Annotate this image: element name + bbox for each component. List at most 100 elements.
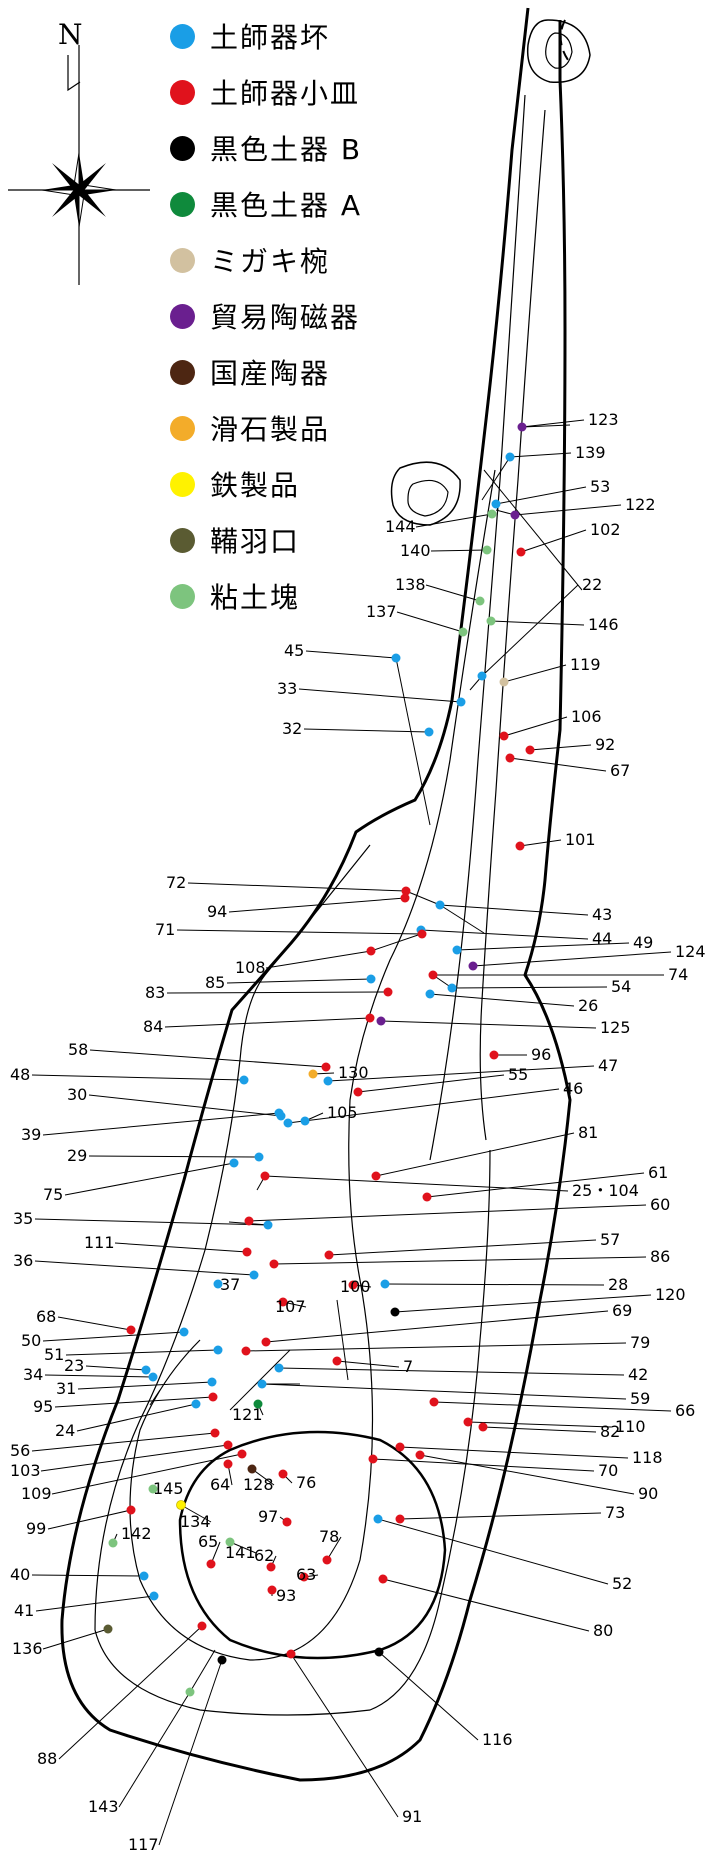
leader-line (118, 1691, 191, 1808)
find-dot-nendokai (225, 1537, 235, 1547)
leader-line (415, 513, 493, 528)
find-label: 81 (578, 1123, 598, 1142)
find-label: 7 (403, 1357, 413, 1376)
find-label: 49 (633, 933, 653, 952)
find-label: 70 (598, 1461, 618, 1480)
find-dot-hajiki-kozara (428, 970, 438, 980)
find-label: 91 (402, 1807, 422, 1826)
find-dot-nendokai (475, 596, 485, 606)
find-label: 64 (210, 1475, 230, 1494)
leader-line (430, 549, 488, 552)
leader-line (396, 611, 464, 633)
leader-line (399, 1512, 602, 1520)
leader-line (76, 1403, 197, 1432)
find-label: 102 (590, 520, 621, 539)
legend-label: 滑石製品 (210, 413, 331, 446)
find-label: 55 (508, 1065, 528, 1084)
leader-line (265, 950, 372, 969)
leader-line (521, 424, 571, 428)
hajiki-kozara-dot-icon (170, 79, 195, 105)
leader-line (229, 1541, 257, 1554)
kasseki-dot-icon (170, 415, 195, 441)
find-label: 32 (282, 719, 302, 738)
find-dot-hajiki-tsuki (249, 1270, 259, 1280)
find-label: 42 (628, 1365, 648, 1384)
leader-line (420, 929, 589, 940)
find-label: 36 (13, 1251, 33, 1270)
leader-line (31, 1574, 145, 1577)
find-dot-hajiki-kozara (366, 946, 376, 956)
find-label: 68 (36, 1307, 56, 1326)
leader-line (176, 929, 423, 935)
find-dot-migaki-wan (499, 677, 509, 687)
legend-item-nendokai: 粘土塊 (170, 576, 300, 616)
find-dot-nendokai (458, 627, 468, 637)
find-label: 116 (482, 1730, 513, 1749)
find-dot-hajiki-tsuki (139, 1571, 149, 1581)
leader-line (228, 897, 406, 913)
find-dot-hajiki-kozara (210, 1428, 220, 1438)
leader-line (31, 1074, 245, 1081)
leader-line (382, 1578, 590, 1632)
find-dot-hajiki-tsuki (452, 945, 462, 955)
find-dot-hajiki-tsuki (254, 1152, 264, 1162)
legend-label: 土師器坏 (210, 21, 331, 54)
leader-line (149, 1389, 161, 1406)
find-label: 29 (67, 1146, 87, 1165)
find-label: 34 (23, 1365, 43, 1384)
find-label: 119 (570, 655, 601, 674)
leader-line (419, 1454, 635, 1495)
find-label: 41 (14, 1601, 34, 1620)
find-label: 120 (655, 1285, 686, 1304)
find-label: 92 (595, 735, 615, 754)
find-dot-hajiki-kozara (395, 1442, 405, 1452)
find-label: 51 (44, 1345, 64, 1364)
find-label: 66 (675, 1401, 695, 1420)
find-label: 141 (225, 1543, 256, 1562)
find-label: 130 (338, 1063, 369, 1082)
leader-line (429, 993, 575, 1007)
legend-item-migaki-wan: ミガキ椀 (170, 240, 330, 280)
fuigo-dot-icon (170, 527, 195, 553)
leader-line (64, 1162, 235, 1196)
find-dot-hajiki-tsuki (373, 1514, 383, 1524)
find-label: 146 (588, 615, 619, 634)
find-label: 67 (610, 761, 630, 780)
find-dot-hajiki-kozara (378, 1574, 388, 1584)
leader-line (472, 951, 672, 967)
leader-line (328, 1239, 597, 1256)
find-label: 71 (155, 920, 175, 939)
leader-line (34, 1260, 255, 1276)
leader-line (336, 1360, 400, 1368)
find-dot-hajiki-tsuki (323, 1076, 333, 1086)
find-dot-tetsu (176, 1500, 186, 1510)
find-dot-nendokai (185, 1687, 195, 1697)
find-label: 97 (258, 1507, 278, 1526)
boeki-tojiki-dot-icon (170, 303, 195, 329)
find-dot-hajiki-kozara (299, 1572, 309, 1582)
find-label: 48 (10, 1065, 30, 1084)
find-label: 136 (12, 1639, 43, 1658)
find-dot-hajiki-kozara (429, 1397, 439, 1407)
find-label: 28 (608, 1275, 628, 1294)
find-label: 143 (88, 1797, 119, 1816)
leader-line (514, 504, 622, 516)
find-dot-hajiki-tsuki (424, 727, 434, 737)
leader-line (65, 1349, 219, 1356)
find-label: 138 (395, 575, 426, 594)
find-label: 74 (668, 965, 688, 984)
find-label: 46 (563, 1079, 583, 1098)
leader-line (261, 1383, 627, 1400)
leader-line (58, 1625, 203, 1760)
find-dot-hajiki-kozara (261, 1337, 271, 1347)
leader-line (399, 1446, 629, 1459)
find-label: 137 (366, 602, 397, 621)
find-label: 37 (220, 1275, 240, 1294)
find-dot-hajiki-tsuki (435, 900, 445, 910)
find-dot-hajiki-kozara (422, 1192, 432, 1202)
leader-line (439, 904, 589, 916)
find-label: 125 (600, 1018, 631, 1037)
leader-line (377, 1518, 609, 1585)
find-dot-hajiki-kozara (489, 1050, 499, 1060)
leader-line (42, 1112, 280, 1136)
